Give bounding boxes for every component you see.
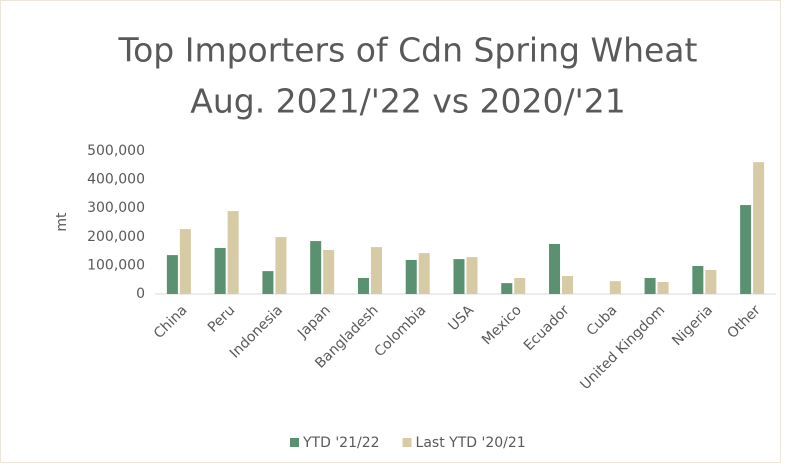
bar [405, 259, 417, 294]
bar [214, 247, 226, 294]
bar [357, 277, 369, 294]
bar [275, 237, 287, 294]
bar [466, 257, 478, 294]
bar [310, 241, 322, 294]
bar [657, 281, 669, 294]
bar [644, 277, 656, 294]
bar [179, 229, 191, 294]
y-tick-label: 300,000 [87, 200, 145, 216]
bar [418, 253, 430, 294]
bar [370, 247, 382, 294]
y-tick-label: 0 [136, 286, 145, 302]
bar [705, 269, 717, 294]
y-tick-label: 500,000 [87, 143, 145, 159]
legend-label: YTD '21/22 [302, 435, 380, 451]
chart-title: Top Importers of Cdn Spring Wheat [118, 31, 698, 70]
bar [166, 255, 178, 294]
y-axis-label: mt [54, 212, 70, 232]
y-tick-label: 400,000 [87, 172, 145, 188]
y-tick-label: 100,000 [87, 257, 145, 273]
bar [227, 211, 239, 294]
bar [514, 277, 526, 294]
bar [549, 243, 561, 294]
bar [323, 249, 335, 294]
legend-swatch [402, 438, 412, 447]
chart-subtitle: Aug. 2021/'22 vs 2020/'21 [190, 82, 625, 121]
bar [692, 265, 704, 294]
bar [262, 271, 274, 294]
bar [562, 275, 574, 294]
bar [740, 205, 752, 294]
legend-swatch [290, 438, 299, 447]
chart-frame [0, 0, 781, 463]
legend-label: Last YTD '20/21 [416, 435, 526, 451]
bar [501, 283, 513, 294]
bar [753, 162, 765, 294]
bar [453, 259, 465, 294]
bar [609, 281, 621, 294]
y-tick-label: 200,000 [87, 229, 145, 245]
